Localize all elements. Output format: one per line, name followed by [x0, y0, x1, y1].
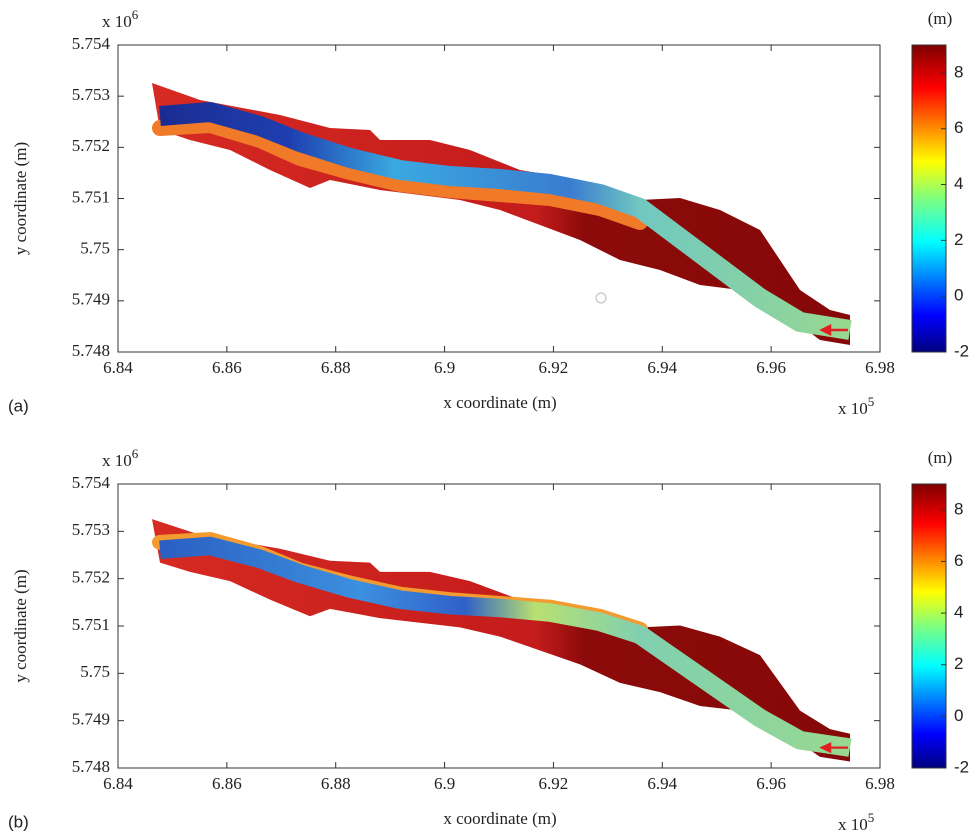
x-axis-title: x coordinate (m) — [443, 393, 556, 412]
y-tick-label: 5.752 — [72, 136, 110, 155]
colorbar-tick-label: -2 — [954, 341, 969, 360]
y-tick-label: 5.748 — [72, 341, 110, 360]
colorbar-tick-label: 2 — [954, 654, 963, 673]
x-tick-label: 6.96 — [756, 774, 786, 793]
multiplier: x 105 — [838, 810, 874, 831]
y-tick-label: 5.75 — [80, 662, 110, 681]
x-tick-label: 6.9 — [434, 358, 455, 377]
x-tick-label: 6.92 — [539, 774, 569, 793]
x-axis-title: x coordinate (m) — [443, 809, 556, 828]
colorbar-tick-label: 2 — [954, 230, 963, 249]
y-axis-title: y coordinate (m) — [11, 569, 30, 682]
y-tick-label: 5.754 — [72, 473, 111, 492]
colorbar-tick-label: 6 — [954, 551, 963, 570]
colorbar-tick-label: 6 — [954, 118, 963, 137]
x-tick-label: 6.86 — [212, 774, 242, 793]
y-tick-label: 5.75 — [80, 239, 110, 258]
y-tick-label: 5.749 — [72, 710, 110, 729]
x-tick-label: 6.88 — [321, 774, 351, 793]
y-axis-title: y coordinate (m) — [11, 142, 30, 255]
x-tick-label: 6.84 — [103, 358, 133, 377]
multiplier: x 105 — [838, 394, 874, 418]
field-b — [152, 519, 850, 762]
x-tick-label: 6.98 — [865, 358, 895, 377]
y-tick-label: 5.754 — [72, 34, 111, 53]
colorbar-tick-label: 8 — [954, 62, 963, 81]
y-tick-label: 5.751 — [72, 615, 110, 634]
x-tick-label: 6.94 — [647, 358, 677, 377]
colorbar-tick-label: 0 — [954, 706, 963, 725]
colorbar-tick-label: 0 — [954, 286, 963, 305]
colorbar-tick-label: 4 — [954, 603, 963, 622]
y-tick-label: 5.753 — [72, 85, 110, 104]
multiplier: x 106 — [102, 7, 139, 31]
colorbar-tick-label: -2 — [954, 757, 969, 776]
colorbar-tick-label: 8 — [954, 499, 963, 518]
x-tick-label: 6.92 — [539, 358, 569, 377]
y-tick-label: 5.753 — [72, 520, 110, 539]
multiplier: x 106 — [102, 446, 139, 470]
panel-label: (b) — [8, 812, 29, 831]
y-tick-label: 5.752 — [72, 568, 110, 587]
y-tick-label: 5.751 — [72, 187, 110, 206]
x-tick-label: 6.86 — [212, 358, 242, 377]
colorbar — [911, 44, 947, 353]
x-tick-label: 6.84 — [103, 774, 133, 793]
x-tick-label: 6.9 — [434, 774, 455, 793]
x-tick-label: 6.94 — [647, 774, 677, 793]
y-tick-label: 5.749 — [72, 290, 110, 309]
x-tick-label: 6.96 — [756, 358, 786, 377]
field-a — [152, 83, 850, 345]
colorbar-label: (m) — [928, 448, 953, 467]
y-tick-label: 5.748 — [72, 757, 110, 776]
x-tick-label: 6.98 — [865, 774, 895, 793]
panel-label: (a) — [8, 396, 29, 415]
colorbar — [911, 483, 947, 769]
colorbar-label: (m) — [928, 9, 953, 28]
colorbar-tick-label: 4 — [954, 174, 963, 193]
x-tick-label: 6.88 — [321, 358, 351, 377]
